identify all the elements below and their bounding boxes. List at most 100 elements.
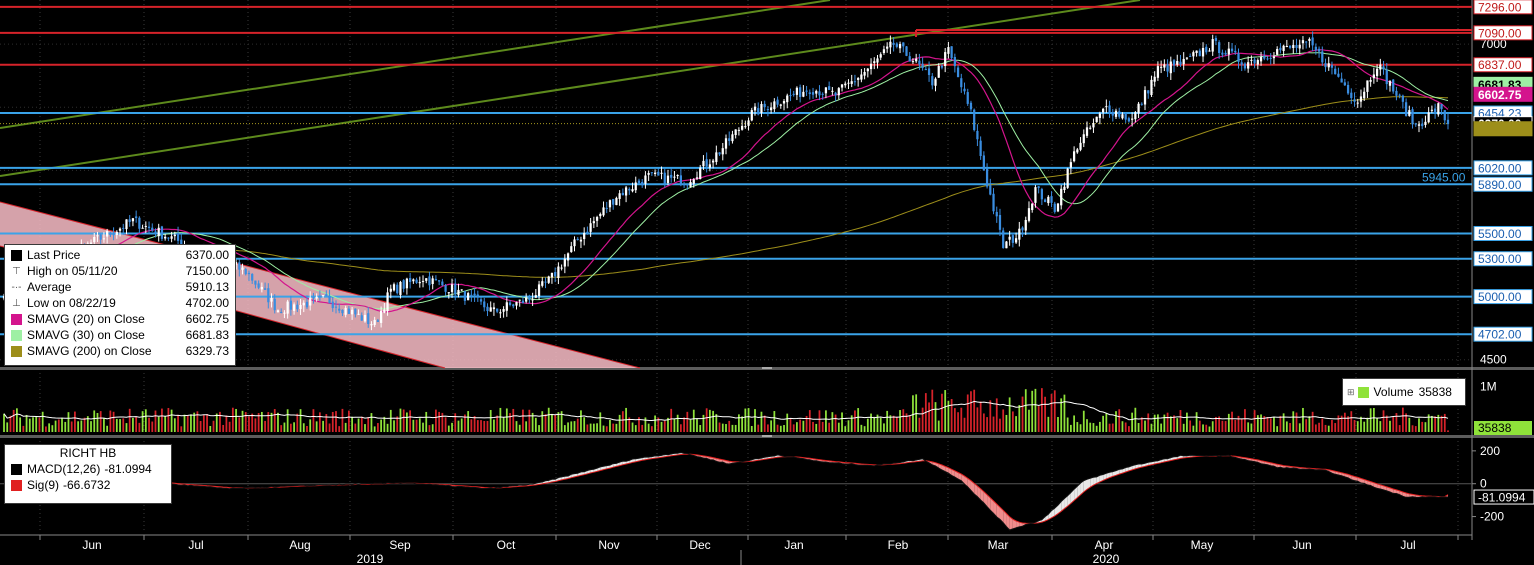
candle-body <box>692 179 695 184</box>
candle-body <box>1243 63 1247 69</box>
volume-bar <box>93 410 96 432</box>
indicator-badge-bg <box>1473 121 1533 137</box>
candle-body <box>1079 142 1082 150</box>
candle-body <box>911 61 915 63</box>
candle-body <box>241 267 244 270</box>
volume-bar <box>183 414 186 432</box>
volume-bar <box>895 416 898 432</box>
candle-body <box>757 108 760 115</box>
price-legend-row: SMAVG (200) on Close 6329.73 <box>5 343 235 359</box>
candle-body <box>125 219 128 230</box>
volume-bar <box>699 425 702 432</box>
x-month-label: May <box>1191 538 1214 552</box>
volume-bar <box>538 425 540 432</box>
candle-body <box>1053 203 1056 212</box>
candle-body <box>1308 38 1311 41</box>
volume-bar <box>1379 421 1382 432</box>
candle-body <box>160 226 164 239</box>
volume-bar <box>1389 420 1391 432</box>
candle-body <box>1176 61 1179 65</box>
volume-bar <box>1086 419 1088 432</box>
candle-body <box>589 223 592 232</box>
candle-body <box>689 182 692 187</box>
volume-bar <box>1282 413 1285 432</box>
volume-bar <box>505 408 508 432</box>
candle-body <box>379 310 383 323</box>
volume-bar <box>412 419 415 432</box>
candle-body <box>492 307 496 310</box>
candle-body <box>299 304 302 310</box>
candle-body <box>338 308 341 311</box>
macd-histogram-fill <box>1119 468 1123 475</box>
candle-body <box>679 175 683 186</box>
level-badge-bg <box>1473 289 1533 305</box>
candle-body <box>1285 45 1288 47</box>
candle-body <box>1263 55 1266 59</box>
candle-body <box>1014 238 1018 243</box>
volume-bar <box>1169 416 1172 432</box>
volume-bar <box>718 422 721 432</box>
level-badge-label: 7296.00 <box>1478 0 1522 14</box>
volume-bar <box>1240 418 1243 432</box>
volume-bar <box>654 415 656 432</box>
volume-bar <box>528 409 531 432</box>
candle-body <box>164 236 167 239</box>
candle-body <box>499 312 502 314</box>
macd-histogram-fill <box>990 497 994 514</box>
candle-body <box>715 152 718 162</box>
volume-bar <box>109 410 112 432</box>
candle-body <box>1346 84 1350 94</box>
volume-bar <box>1418 418 1420 432</box>
volume-bar <box>193 412 196 432</box>
sma30-line <box>3 52 1449 310</box>
volume-bar <box>1111 423 1114 432</box>
candle-body <box>837 88 840 96</box>
volume-bar <box>406 412 408 432</box>
candle-body <box>1134 112 1137 120</box>
volume-bar <box>486 420 489 432</box>
volume-bar <box>1198 420 1201 432</box>
volume-bar <box>260 411 263 432</box>
candle-body <box>1292 45 1295 49</box>
volume-bar <box>1369 408 1372 432</box>
candle-body <box>621 192 624 196</box>
volume-bar <box>825 410 827 432</box>
macd-histogram-fill <box>1096 475 1100 484</box>
volume-bar <box>96 413 99 432</box>
volume-bar <box>1050 393 1053 432</box>
volume-bar <box>16 408 18 432</box>
macd-histogram-fill <box>1106 472 1110 479</box>
candle-body <box>786 95 789 103</box>
macd-histogram-fill <box>1077 483 1081 498</box>
candle-body <box>869 63 873 70</box>
volume-bar <box>1011 411 1014 432</box>
volume-legend-toggle-icon[interactable]: ⊞ <box>1347 386 1355 397</box>
macd-histogram-fill <box>951 469 955 478</box>
volume-bar <box>1166 412 1169 432</box>
candle-body <box>1211 39 1214 52</box>
volume-bar <box>589 423 592 432</box>
candle-body <box>1005 241 1008 249</box>
volume-bar <box>3 413 5 432</box>
candle-body <box>115 231 118 236</box>
volume-bar <box>315 421 318 432</box>
volume-bar <box>918 417 921 432</box>
candle-body <box>354 308 357 315</box>
volume-bar <box>170 409 173 432</box>
legend-marker-icon: ⊤ <box>12 265 21 277</box>
volume-bar <box>302 423 305 432</box>
candle-body <box>634 182 637 191</box>
candle-body <box>682 184 686 186</box>
macd-histogram-fill <box>1093 476 1097 486</box>
volume-bar <box>1124 422 1127 432</box>
volume-bar <box>1366 417 1369 432</box>
macd-histogram-fill <box>1045 514 1049 521</box>
volume-bar <box>857 408 860 432</box>
level-badge-bg <box>1473 0 1533 15</box>
volume-bar <box>692 409 695 432</box>
candle-body <box>966 92 969 104</box>
candle-body <box>254 280 257 285</box>
volume-bar <box>154 410 157 432</box>
x-month-label: Nov <box>598 538 619 552</box>
volume-bar <box>525 421 528 432</box>
